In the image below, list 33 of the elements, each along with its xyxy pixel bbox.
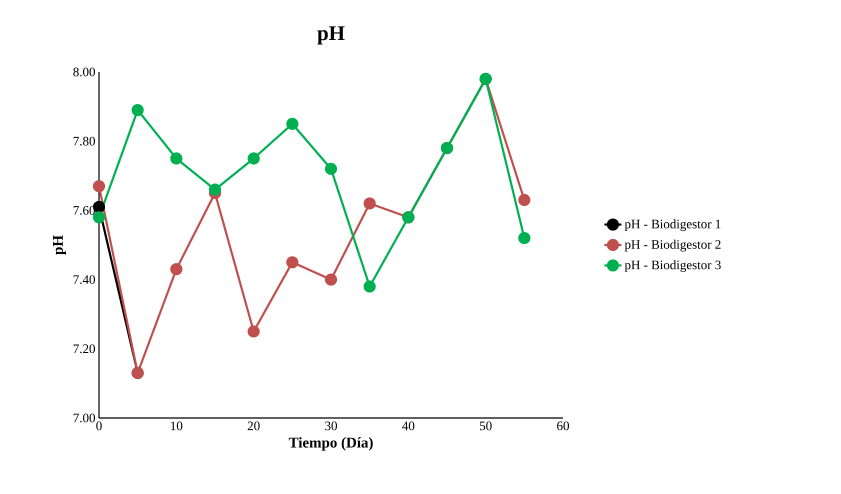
x-tick-label: 10 — [171, 422, 182, 430]
point — [364, 197, 376, 210]
y-tick-label: 7.20 — [74, 344, 95, 354]
y-tick-label: 7.40 — [74, 275, 95, 284]
point — [286, 256, 298, 268]
x-tick-label: 20 — [248, 422, 260, 430]
x-tick-label: 40 — [402, 422, 414, 430]
y-tick-label: 8.00 — [73, 68, 95, 76]
chart-title: pH — [317, 26, 345, 44]
x-tick-label: 50 — [480, 422, 492, 430]
y-tick-label: 7.80 — [74, 136, 95, 146]
x-tick-label: 60 — [557, 422, 569, 430]
y-tick-label: 7.00 — [74, 414, 95, 422]
legend-label: pH - Biodigestor 1 — [624, 219, 720, 232]
x-axis-title: Tiempo (Día) — [288, 437, 373, 451]
point — [170, 263, 182, 276]
legend-label: pH - Biodigestor 2 — [624, 240, 721, 252]
point — [132, 104, 144, 116]
x-tick-label: 0 — [96, 422, 102, 430]
point — [208, 184, 222, 196]
point — [286, 118, 298, 130]
point — [248, 325, 260, 338]
point — [248, 152, 260, 165]
point — [518, 232, 530, 244]
point — [364, 280, 376, 293]
point — [170, 152, 182, 165]
y-axis-title: pH — [53, 235, 66, 255]
point — [518, 194, 530, 206]
point — [324, 162, 338, 175]
legend-label: pH - Biodigestor 3 — [624, 260, 721, 272]
point — [324, 274, 338, 286]
x-tick-label: 30 — [325, 422, 337, 430]
point — [92, 180, 106, 192]
